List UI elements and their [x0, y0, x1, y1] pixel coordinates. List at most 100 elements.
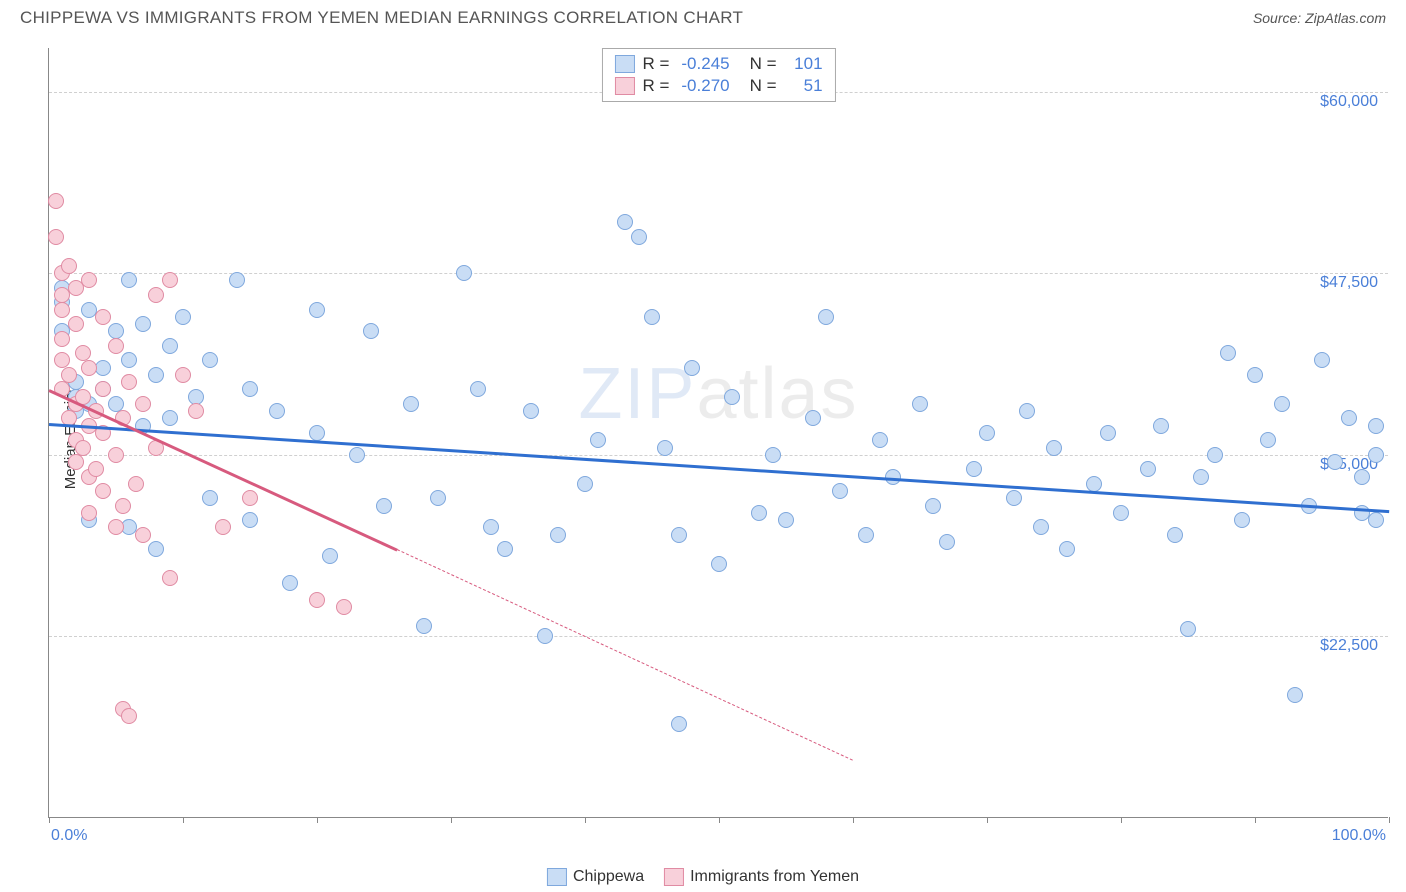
data-point	[1341, 410, 1357, 426]
data-point	[925, 498, 941, 514]
data-point	[282, 575, 298, 591]
data-point	[242, 512, 258, 528]
data-point	[724, 389, 740, 405]
data-point	[939, 534, 955, 550]
data-point	[242, 381, 258, 397]
data-point	[1260, 432, 1276, 448]
source-label: Source: ZipAtlas.com	[1253, 10, 1386, 26]
data-point	[54, 302, 70, 318]
data-point	[135, 527, 151, 543]
data-point	[135, 316, 151, 332]
data-point	[108, 519, 124, 535]
stats-box: R =-0.245N =101R =-0.270N =51	[601, 48, 835, 102]
data-point	[121, 708, 137, 724]
x-tick	[451, 817, 452, 823]
data-point	[1368, 447, 1384, 463]
data-point	[805, 410, 821, 426]
data-point	[202, 490, 218, 506]
legend-swatch	[547, 868, 567, 886]
data-point	[1046, 440, 1062, 456]
data-point	[148, 367, 164, 383]
y-tick-label: $22,500	[1320, 637, 1378, 655]
data-point	[403, 396, 419, 412]
data-point	[1368, 418, 1384, 434]
stats-n-value: 101	[789, 54, 823, 74]
legend-label: Chippewa	[573, 868, 644, 886]
data-point	[778, 512, 794, 528]
data-point	[1086, 476, 1102, 492]
data-point	[832, 483, 848, 499]
data-point	[108, 447, 124, 463]
data-point	[1193, 469, 1209, 485]
x-tick	[1121, 817, 1122, 823]
data-point	[765, 447, 781, 463]
data-point	[537, 628, 553, 644]
data-point	[54, 331, 70, 347]
stats-n-value: 51	[789, 76, 823, 96]
data-point	[61, 367, 77, 383]
data-point	[711, 556, 727, 572]
data-point	[68, 316, 84, 332]
stats-r-label: R =	[642, 76, 669, 96]
data-point	[121, 272, 137, 288]
chart-title: CHIPPEWA VS IMMIGRANTS FROM YEMEN MEDIAN…	[20, 8, 743, 28]
stats-swatch	[614, 55, 634, 73]
data-point	[1140, 461, 1156, 477]
data-point	[135, 396, 151, 412]
data-point	[497, 541, 513, 557]
data-point	[309, 302, 325, 318]
data-point	[671, 716, 687, 732]
data-point	[121, 352, 137, 368]
data-point	[95, 381, 111, 397]
data-point	[550, 527, 566, 543]
data-point	[1247, 367, 1263, 383]
header: CHIPPEWA VS IMMIGRANTS FROM YEMEN MEDIAN…	[0, 0, 1406, 32]
data-point	[483, 519, 499, 535]
data-point	[979, 425, 995, 441]
data-point	[1033, 519, 1049, 535]
data-point	[128, 476, 144, 492]
data-point	[108, 338, 124, 354]
data-point	[95, 309, 111, 325]
data-point	[1100, 425, 1116, 441]
data-point	[215, 519, 231, 535]
data-point	[470, 381, 486, 397]
data-point	[818, 309, 834, 325]
data-point	[188, 403, 204, 419]
data-point	[349, 447, 365, 463]
data-point	[309, 592, 325, 608]
x-tick	[719, 817, 720, 823]
stats-r-value: -0.245	[681, 54, 729, 74]
y-tick-label: $60,000	[1320, 93, 1378, 111]
data-point	[1287, 687, 1303, 703]
data-point	[657, 440, 673, 456]
data-point	[376, 498, 392, 514]
x-tick	[49, 817, 50, 823]
data-point	[1006, 490, 1022, 506]
chart-container: Median Earnings ZIPatlas $22,500$35,000$…	[48, 48, 1388, 818]
y-tick-label: $47,500	[1320, 274, 1378, 292]
data-point	[148, 287, 164, 303]
x-max-label: 100.0%	[1332, 827, 1386, 845]
x-tick	[183, 817, 184, 823]
legend-item: Chippewa	[547, 868, 644, 886]
data-point	[1368, 512, 1384, 528]
data-point	[912, 396, 928, 412]
x-tick	[1389, 817, 1390, 823]
data-point	[162, 272, 178, 288]
stats-n-label: N =	[750, 76, 777, 96]
data-point	[1059, 541, 1075, 557]
data-point	[229, 272, 245, 288]
data-point	[336, 599, 352, 615]
data-point	[148, 541, 164, 557]
data-point	[1234, 512, 1250, 528]
data-point	[1207, 447, 1223, 463]
bottom-legend: ChippewaImmigrants from Yemen	[547, 868, 859, 886]
data-point	[81, 272, 97, 288]
data-point	[175, 309, 191, 325]
x-tick	[853, 817, 854, 823]
x-min-label: 0.0%	[51, 827, 87, 845]
data-point	[751, 505, 767, 521]
data-point	[115, 498, 131, 514]
data-point	[322, 548, 338, 564]
